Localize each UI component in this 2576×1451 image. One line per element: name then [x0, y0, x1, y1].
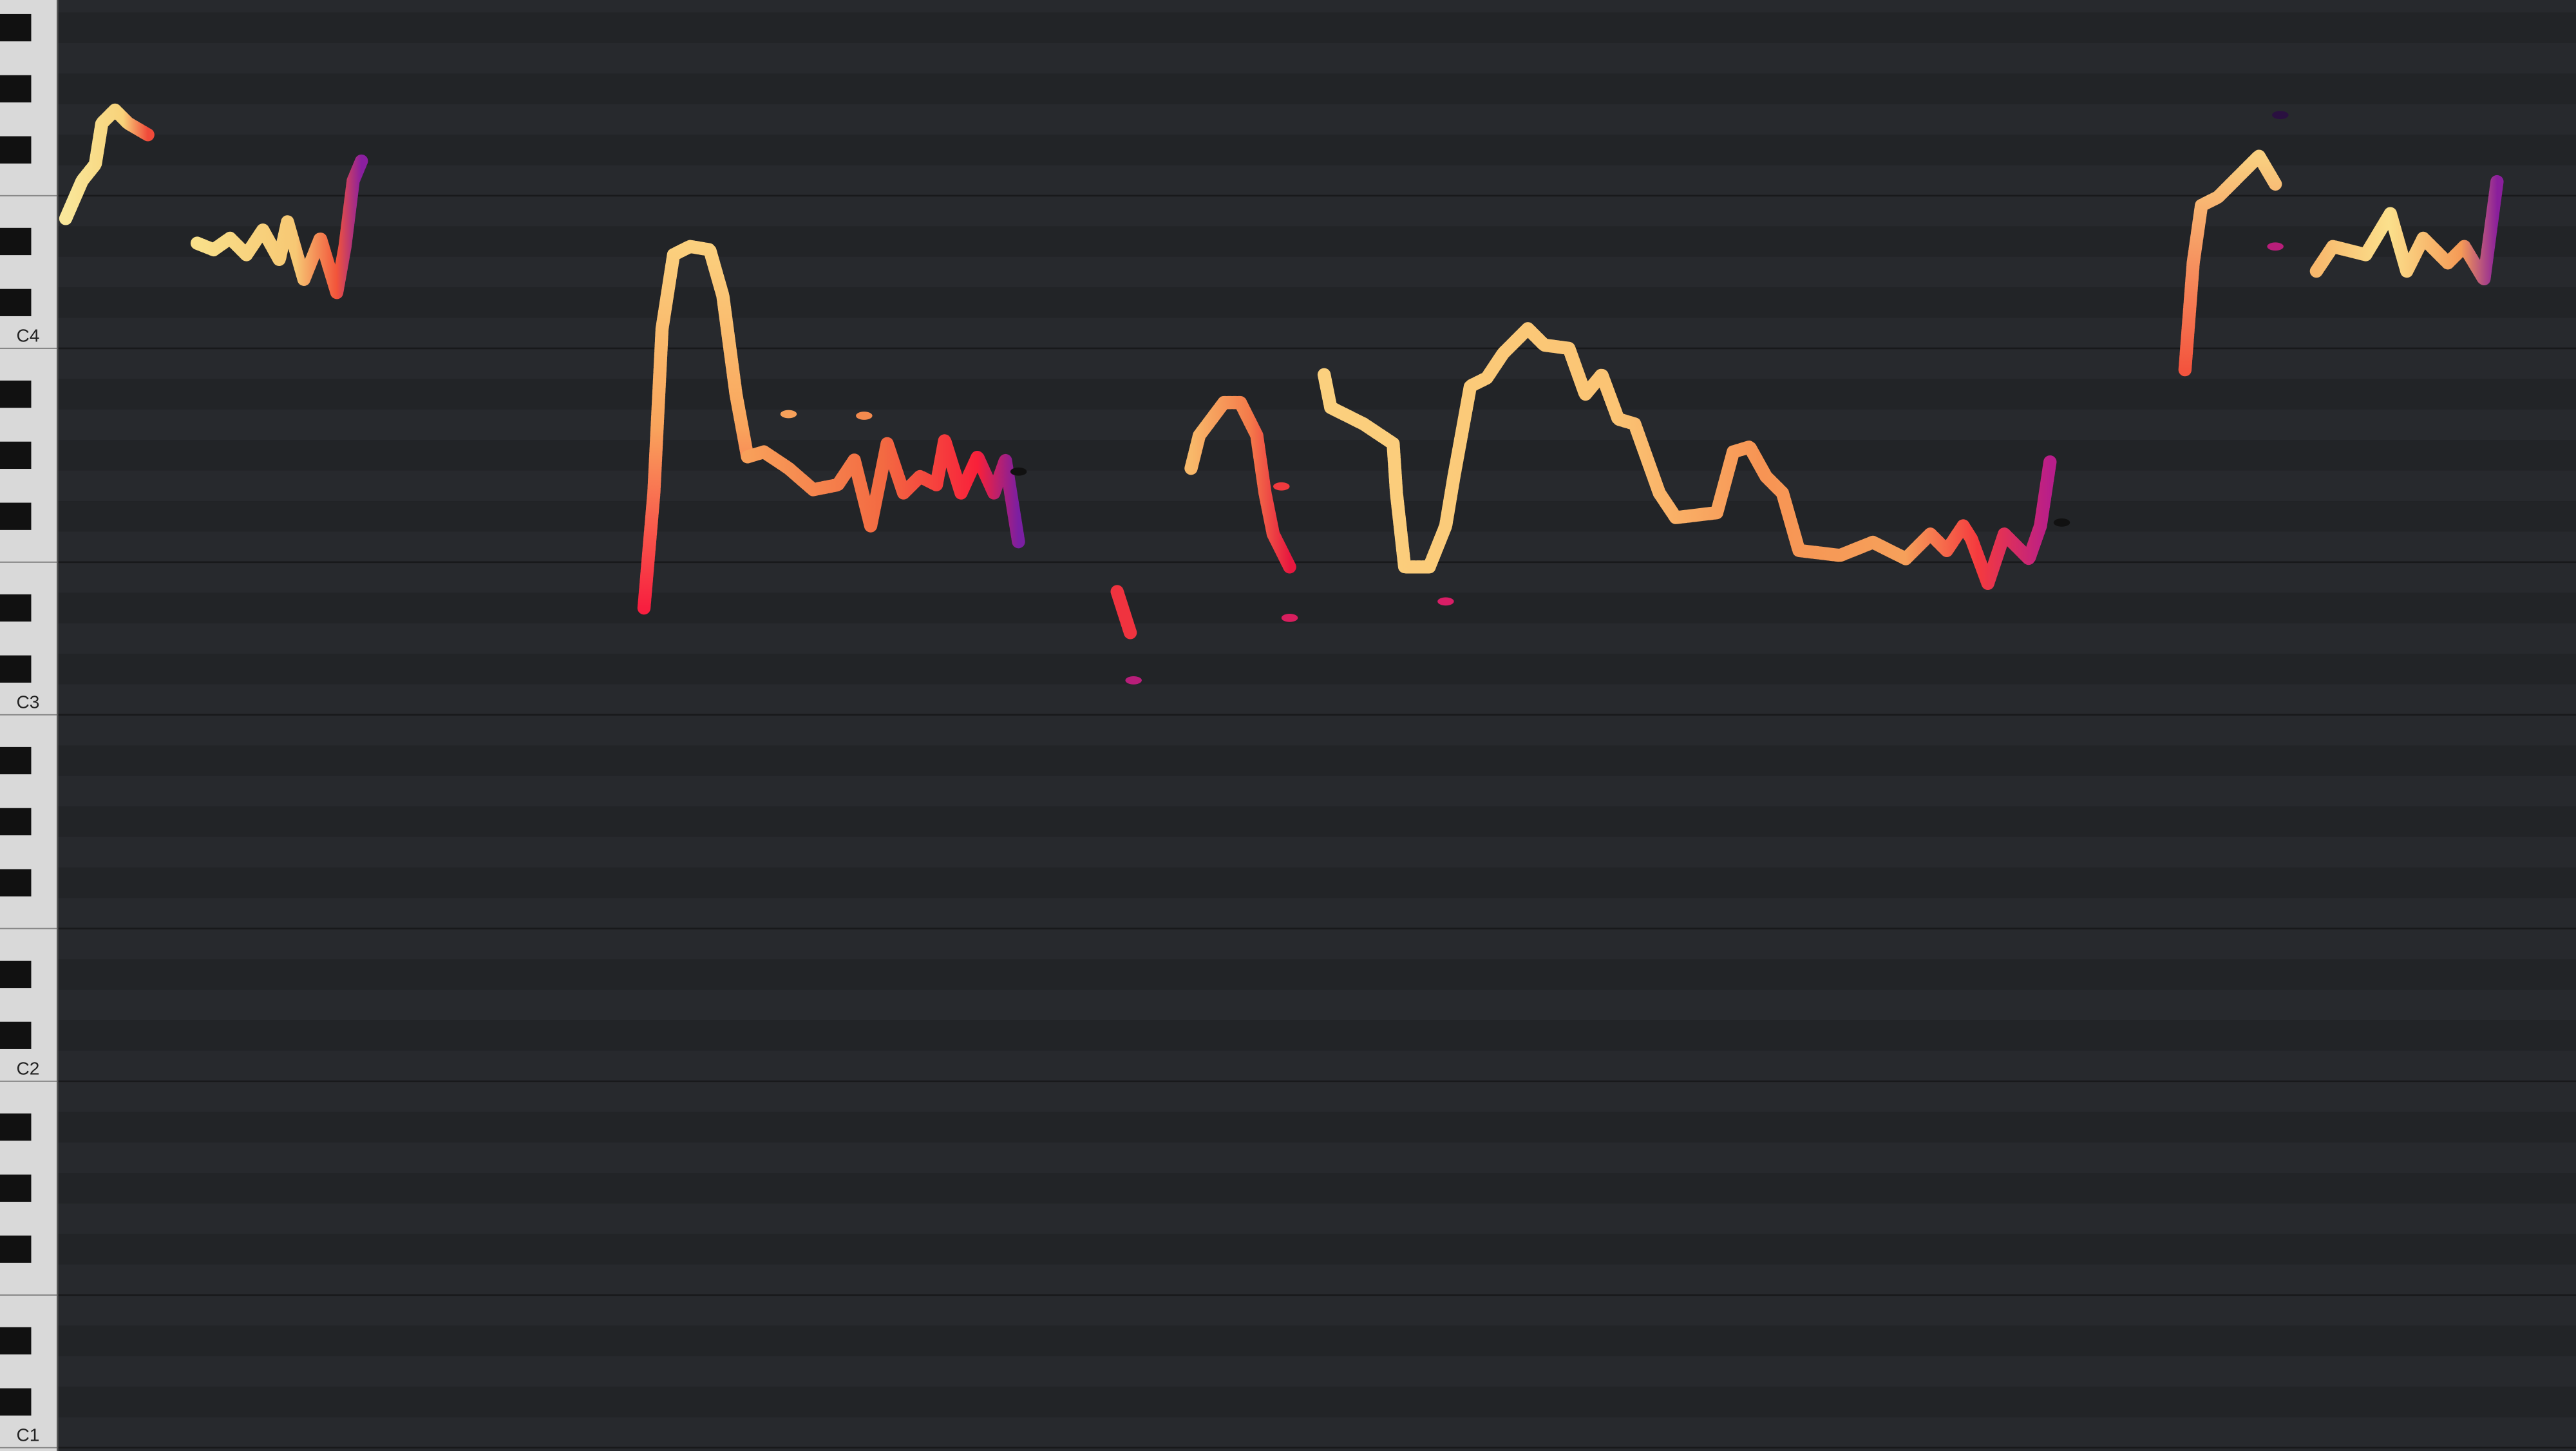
black-key	[0, 136, 32, 164]
black-key	[0, 594, 32, 622]
pitch-curve	[741, 433, 1025, 549]
pitch-dot	[780, 410, 797, 419]
row	[57, 1081, 2576, 1112]
row	[57, 1325, 2576, 1356]
pitch-curve	[190, 154, 368, 299]
row	[57, 1203, 2576, 1234]
black-key	[0, 960, 32, 989]
row	[57, 409, 2576, 441]
pitch-dot	[1273, 482, 1290, 491]
pitch-dot	[2272, 111, 2289, 119]
row	[57, 256, 2576, 288]
row	[57, 12, 2576, 43]
key-label: C2	[17, 1059, 40, 1079]
row	[57, 898, 2576, 929]
pitch-dot	[1010, 467, 1027, 476]
pitch-dot	[2267, 242, 2284, 251]
pitch-dot	[2053, 518, 2070, 527]
row	[57, 43, 2576, 74]
row	[57, 714, 2576, 746]
black-key	[0, 227, 32, 256]
row	[57, 318, 2576, 348]
pitch-dot	[856, 412, 873, 420]
row	[57, 0, 2576, 13]
row	[57, 1417, 2576, 1448]
pitch-curve	[59, 103, 155, 225]
key-label: C3	[17, 692, 40, 712]
row	[57, 379, 2576, 410]
row	[57, 806, 2576, 837]
black-key	[0, 746, 32, 775]
row	[57, 654, 2576, 685]
black-key	[0, 1327, 32, 1355]
row	[57, 867, 2576, 898]
black-key	[0, 1235, 32, 1263]
row	[57, 1233, 2576, 1265]
pitch-curves	[59, 103, 2504, 685]
row	[57, 623, 2576, 654]
black-key	[0, 1388, 32, 1416]
row	[57, 1173, 2576, 1204]
grid-rows	[57, 0, 2576, 1451]
black-key	[0, 1113, 32, 1141]
row	[57, 745, 2576, 776]
black-key	[0, 441, 32, 469]
black-key	[0, 1174, 32, 1202]
row	[57, 1387, 2576, 1418]
pitch-curve	[2178, 149, 2282, 377]
row	[57, 348, 2576, 379]
row	[57, 531, 2576, 562]
pitch-curve	[1110, 585, 1137, 640]
black-key	[0, 655, 32, 683]
row	[57, 775, 2576, 807]
black-key	[0, 869, 32, 896]
row	[57, 226, 2576, 257]
pitch-dot	[1125, 676, 1142, 685]
row	[57, 1112, 2576, 1143]
row	[57, 287, 2576, 318]
row	[57, 73, 2576, 104]
pitch-curve	[637, 240, 754, 615]
black-key	[0, 289, 32, 316]
row	[57, 1447, 2576, 1451]
pitch-curve	[1317, 322, 2057, 590]
white-keys	[0, 0, 58, 1451]
row	[57, 837, 2576, 868]
black-key	[0, 380, 32, 408]
row	[57, 1264, 2576, 1295]
row	[57, 104, 2576, 135]
black-key	[0, 75, 32, 103]
row	[57, 1050, 2576, 1081]
row	[57, 440, 2576, 471]
row	[57, 959, 2576, 990]
row	[57, 684, 2576, 715]
row	[57, 593, 2576, 623]
black-key	[0, 502, 32, 530]
black-key	[0, 808, 32, 836]
row	[57, 501, 2576, 532]
pitch-dot	[1437, 597, 1454, 606]
row	[57, 562, 2576, 593]
row	[57, 1356, 2576, 1387]
pitch-dot	[1281, 613, 1298, 622]
key-label: C1	[17, 1425, 40, 1445]
black-key	[0, 1021, 32, 1049]
pitch-curve	[2309, 174, 2504, 286]
row	[57, 195, 2576, 227]
keyboard: C4 C3 C2 C1	[0, 0, 59, 1451]
row	[57, 1295, 2576, 1326]
black-key	[0, 14, 32, 42]
pitch-curve	[1184, 395, 1296, 574]
row	[57, 989, 2576, 1021]
row	[57, 928, 2576, 960]
key-label: C4	[17, 326, 40, 346]
row	[57, 165, 2576, 196]
row	[57, 135, 2576, 166]
row	[57, 1020, 2576, 1051]
row	[57, 1142, 2576, 1173]
row	[57, 470, 2576, 502]
